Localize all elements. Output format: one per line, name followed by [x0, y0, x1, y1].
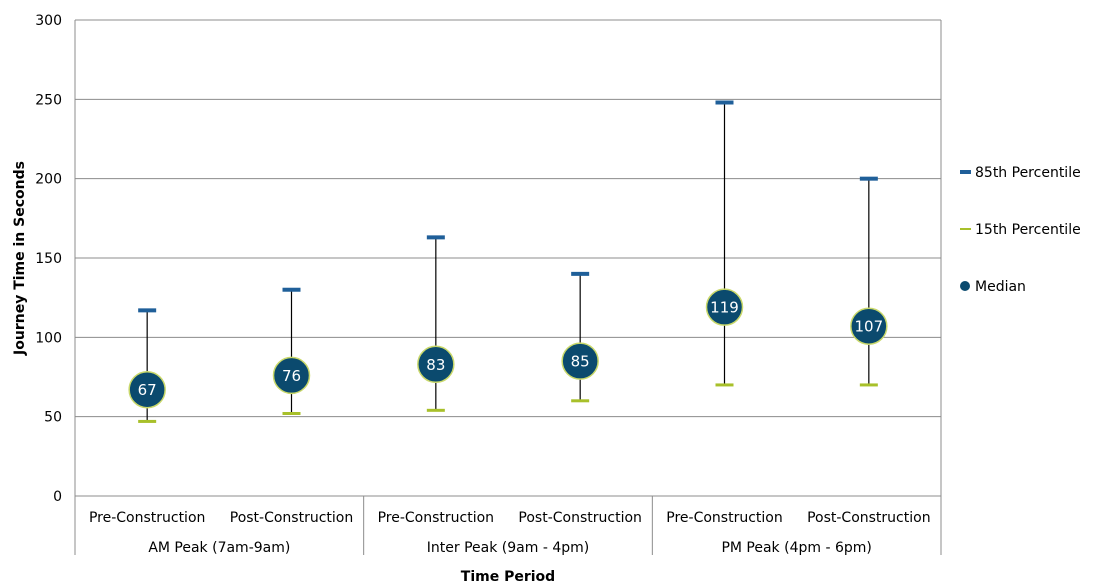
- median-data-label: 107: [855, 318, 884, 336]
- category-label: Post-Construction: [807, 510, 930, 526]
- legend-p15-swatch: [960, 228, 971, 230]
- legend: 85th Percentile 15th Percentile Median: [960, 165, 1081, 295]
- data-marks: 67 76 83 85 119 107: [128, 100, 888, 423]
- p15-marker: [859, 383, 878, 387]
- p85-marker: [138, 308, 157, 313]
- category-label: Pre-Construction: [378, 510, 494, 526]
- legend-p85-label: 85th Percentile: [975, 165, 1081, 181]
- y-tick-label: 150: [35, 251, 62, 267]
- p15-marker: [282, 411, 301, 415]
- legend-p15-label: 15th Percentile: [975, 222, 1081, 238]
- median-data-label: 76: [282, 367, 301, 385]
- median-data-label: 67: [138, 381, 157, 399]
- group-label: PM Peak (4pm - 6pm): [721, 540, 871, 556]
- p85-marker: [571, 271, 590, 276]
- p15-marker: [571, 399, 590, 403]
- y-axis-title: Journey Time in Seconds: [12, 161, 28, 356]
- p85-marker: [859, 176, 878, 181]
- p85-marker: [715, 100, 734, 105]
- p15-marker: [426, 408, 445, 412]
- gridlines: [75, 19, 941, 418]
- median-data-label: 83: [426, 356, 445, 374]
- category-label: Post-Construction: [230, 510, 353, 526]
- category-label: Post-Construction: [518, 510, 641, 526]
- legend-p85-swatch: [960, 170, 971, 174]
- y-tick-label: 100: [35, 330, 62, 346]
- y-tick-labels: 0 50 100 150 200 250 300: [35, 13, 62, 505]
- group-label: Inter Peak (9am - 4pm): [427, 540, 589, 556]
- y-tick-label: 0: [53, 489, 62, 505]
- p85-marker: [426, 235, 445, 240]
- median-point: [417, 345, 455, 384]
- legend-median-label: Median: [975, 279, 1026, 295]
- axes: [74, 20, 942, 555]
- median-data-label: 119: [710, 299, 739, 317]
- median-point: [850, 307, 888, 345]
- median-point: [705, 288, 744, 326]
- x-axis-title: Time Period: [461, 569, 555, 585]
- category-label: Pre-Construction: [666, 510, 782, 526]
- p15-marker: [715, 383, 734, 387]
- median-data-label: 85: [571, 353, 590, 371]
- y-tick-label: 300: [35, 13, 62, 29]
- category-label: Pre-Construction: [89, 510, 205, 526]
- p15-marker: [138, 419, 157, 423]
- y-tick-label: 250: [35, 92, 62, 108]
- y-tick-label: 50: [44, 410, 62, 426]
- group-label: AM Peak (7am-9am): [148, 540, 290, 556]
- y-tick-label: 200: [35, 172, 62, 188]
- median-point: [561, 342, 599, 380]
- median-point: [128, 370, 166, 409]
- x-category-labels: Pre-Construction Post-Construction Pre-Con…: [89, 510, 931, 556]
- median-point: [272, 356, 311, 395]
- p85-marker: [282, 287, 301, 292]
- legend-median-swatch: [960, 281, 970, 291]
